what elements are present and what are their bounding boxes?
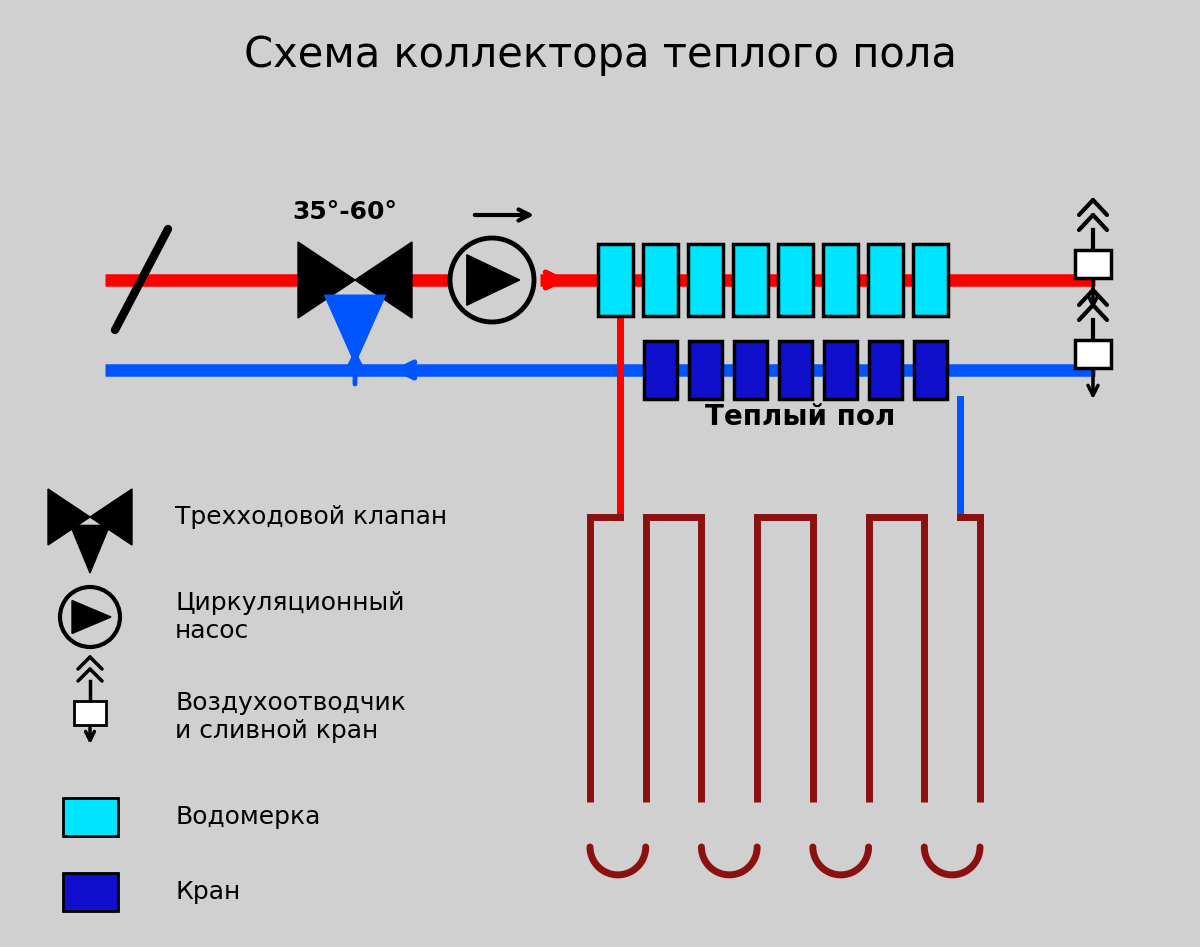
Bar bbox=[869, 341, 902, 399]
Bar bbox=[733, 244, 768, 316]
Bar bbox=[734, 341, 767, 399]
Bar bbox=[913, 244, 948, 316]
Bar bbox=[868, 244, 904, 316]
Bar bbox=[869, 341, 902, 399]
Bar bbox=[598, 244, 634, 316]
Bar bbox=[823, 244, 858, 316]
Bar bbox=[64, 873, 118, 911]
Bar bbox=[824, 341, 857, 399]
Bar bbox=[779, 341, 812, 399]
Bar bbox=[64, 798, 118, 836]
Polygon shape bbox=[467, 255, 520, 305]
Text: 35°-60°: 35°-60° bbox=[293, 200, 397, 224]
Polygon shape bbox=[71, 526, 109, 573]
Bar bbox=[689, 341, 722, 399]
Polygon shape bbox=[72, 600, 112, 634]
Bar bbox=[914, 341, 947, 399]
Bar bbox=[913, 244, 948, 316]
Bar bbox=[868, 244, 904, 316]
Bar bbox=[778, 244, 814, 316]
Bar bbox=[598, 244, 634, 316]
Bar bbox=[733, 244, 768, 316]
Bar bbox=[778, 244, 814, 316]
Bar bbox=[914, 341, 947, 399]
Text: Теплый пол: Теплый пол bbox=[704, 403, 895, 431]
Text: Воздухоотводчик
и сливной кран: Воздухоотводчик и сливной кран bbox=[175, 691, 406, 742]
Bar bbox=[688, 244, 722, 316]
Bar bbox=[824, 341, 857, 399]
Polygon shape bbox=[48, 489, 90, 545]
Text: Трехходовой клапан: Трехходовой клапан bbox=[175, 505, 448, 529]
Bar bbox=[643, 244, 678, 316]
Text: Кран: Кран bbox=[175, 880, 240, 904]
Bar bbox=[688, 244, 722, 316]
Text: Водомерка: Водомерка bbox=[175, 805, 320, 829]
Bar bbox=[643, 244, 678, 316]
Bar bbox=[64, 798, 118, 836]
Text: Схема коллектора теплого пола: Схема коллектора теплого пола bbox=[244, 34, 956, 76]
Bar bbox=[823, 244, 858, 316]
Bar bbox=[1075, 340, 1111, 368]
Bar bbox=[779, 341, 812, 399]
Bar bbox=[64, 873, 118, 911]
Text: Циркуляционный
насос: Циркуляционный насос bbox=[175, 591, 404, 643]
Bar bbox=[644, 341, 677, 399]
Bar bbox=[74, 701, 106, 725]
Polygon shape bbox=[355, 242, 412, 318]
Polygon shape bbox=[324, 295, 385, 364]
Bar bbox=[689, 341, 722, 399]
Bar bbox=[1075, 250, 1111, 278]
Bar bbox=[734, 341, 767, 399]
Bar bbox=[644, 341, 677, 399]
Polygon shape bbox=[90, 489, 132, 545]
Polygon shape bbox=[298, 242, 355, 318]
